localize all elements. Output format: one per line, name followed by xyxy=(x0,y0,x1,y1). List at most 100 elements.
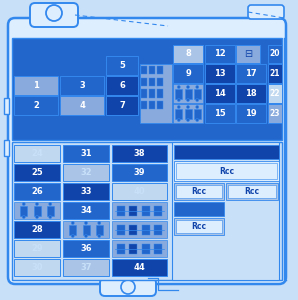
Circle shape xyxy=(177,85,180,88)
Bar xyxy=(14,183,60,200)
Text: 33: 33 xyxy=(80,187,92,196)
Bar xyxy=(194,109,201,118)
Bar xyxy=(63,145,109,162)
Bar xyxy=(14,240,60,257)
Bar xyxy=(174,202,224,216)
Bar xyxy=(268,104,282,123)
Circle shape xyxy=(98,221,101,224)
Text: 9: 9 xyxy=(185,69,191,78)
Bar xyxy=(205,45,235,63)
FancyBboxPatch shape xyxy=(100,278,156,296)
Bar xyxy=(117,206,125,215)
Bar xyxy=(112,164,167,181)
Text: 19: 19 xyxy=(245,109,257,118)
Bar xyxy=(141,78,147,86)
Bar xyxy=(14,164,60,181)
Bar xyxy=(142,244,150,254)
Text: 18: 18 xyxy=(245,89,257,98)
Bar xyxy=(63,259,109,276)
Bar xyxy=(12,142,282,280)
Bar xyxy=(194,88,201,98)
Bar xyxy=(60,76,104,95)
Bar xyxy=(172,142,279,280)
Bar xyxy=(173,84,203,103)
Bar xyxy=(117,244,125,254)
Bar xyxy=(112,183,167,200)
Circle shape xyxy=(196,98,199,101)
Bar xyxy=(14,96,58,115)
Text: 13: 13 xyxy=(214,69,226,78)
Bar xyxy=(112,240,167,257)
Bar xyxy=(176,163,277,179)
Bar xyxy=(140,64,172,123)
Bar xyxy=(129,244,137,254)
Bar xyxy=(268,64,282,83)
Text: 14: 14 xyxy=(214,89,226,98)
Bar xyxy=(184,109,192,118)
Bar xyxy=(174,145,279,159)
Circle shape xyxy=(121,280,135,294)
Bar xyxy=(149,66,155,74)
Circle shape xyxy=(187,85,190,88)
Text: 3: 3 xyxy=(79,81,85,90)
Circle shape xyxy=(196,85,199,88)
Text: 34: 34 xyxy=(80,206,92,215)
Circle shape xyxy=(49,215,52,218)
Bar xyxy=(149,101,155,110)
Circle shape xyxy=(46,5,62,21)
Circle shape xyxy=(196,118,199,122)
Text: 40: 40 xyxy=(134,187,145,196)
Bar xyxy=(149,78,155,86)
Text: 21: 21 xyxy=(270,69,280,78)
Circle shape xyxy=(35,202,38,206)
Text: 37: 37 xyxy=(80,263,92,272)
Bar xyxy=(228,185,276,198)
Circle shape xyxy=(177,98,180,101)
Text: 32: 32 xyxy=(80,168,92,177)
Circle shape xyxy=(35,215,38,218)
Circle shape xyxy=(22,215,25,218)
Text: Rcc: Rcc xyxy=(219,167,234,176)
FancyBboxPatch shape xyxy=(8,18,286,284)
Bar xyxy=(268,84,282,103)
Text: 25: 25 xyxy=(31,168,43,177)
Bar xyxy=(236,64,266,83)
Text: 6: 6 xyxy=(119,81,125,90)
Bar xyxy=(106,96,138,115)
Text: 38: 38 xyxy=(134,149,145,158)
Bar xyxy=(83,224,89,235)
Text: 20: 20 xyxy=(270,50,280,58)
Text: Rcc: Rcc xyxy=(191,187,207,196)
Bar xyxy=(236,84,266,103)
Text: 26: 26 xyxy=(31,187,43,196)
Circle shape xyxy=(85,221,88,224)
Bar xyxy=(112,202,167,219)
Bar xyxy=(205,64,235,83)
Bar xyxy=(154,206,162,215)
Text: 12: 12 xyxy=(214,50,226,58)
Bar xyxy=(173,45,203,63)
Text: 39: 39 xyxy=(134,168,145,177)
Bar xyxy=(63,202,109,219)
Circle shape xyxy=(85,235,88,238)
FancyBboxPatch shape xyxy=(30,3,78,27)
Bar xyxy=(112,145,167,162)
Bar xyxy=(268,45,282,63)
Circle shape xyxy=(98,235,101,238)
Bar xyxy=(112,259,167,276)
Bar xyxy=(4,98,9,114)
Bar xyxy=(47,206,54,215)
Text: 17: 17 xyxy=(245,69,257,78)
Bar xyxy=(157,78,163,86)
Bar xyxy=(176,185,222,198)
Text: Rcc: Rcc xyxy=(191,222,207,231)
Bar xyxy=(63,183,109,200)
Bar xyxy=(14,145,60,162)
Text: 15: 15 xyxy=(214,109,226,118)
Text: 5: 5 xyxy=(119,61,125,70)
Bar xyxy=(12,38,282,140)
Text: 28: 28 xyxy=(31,225,43,234)
Bar xyxy=(236,104,266,123)
Bar xyxy=(4,140,9,156)
Bar xyxy=(175,88,182,98)
